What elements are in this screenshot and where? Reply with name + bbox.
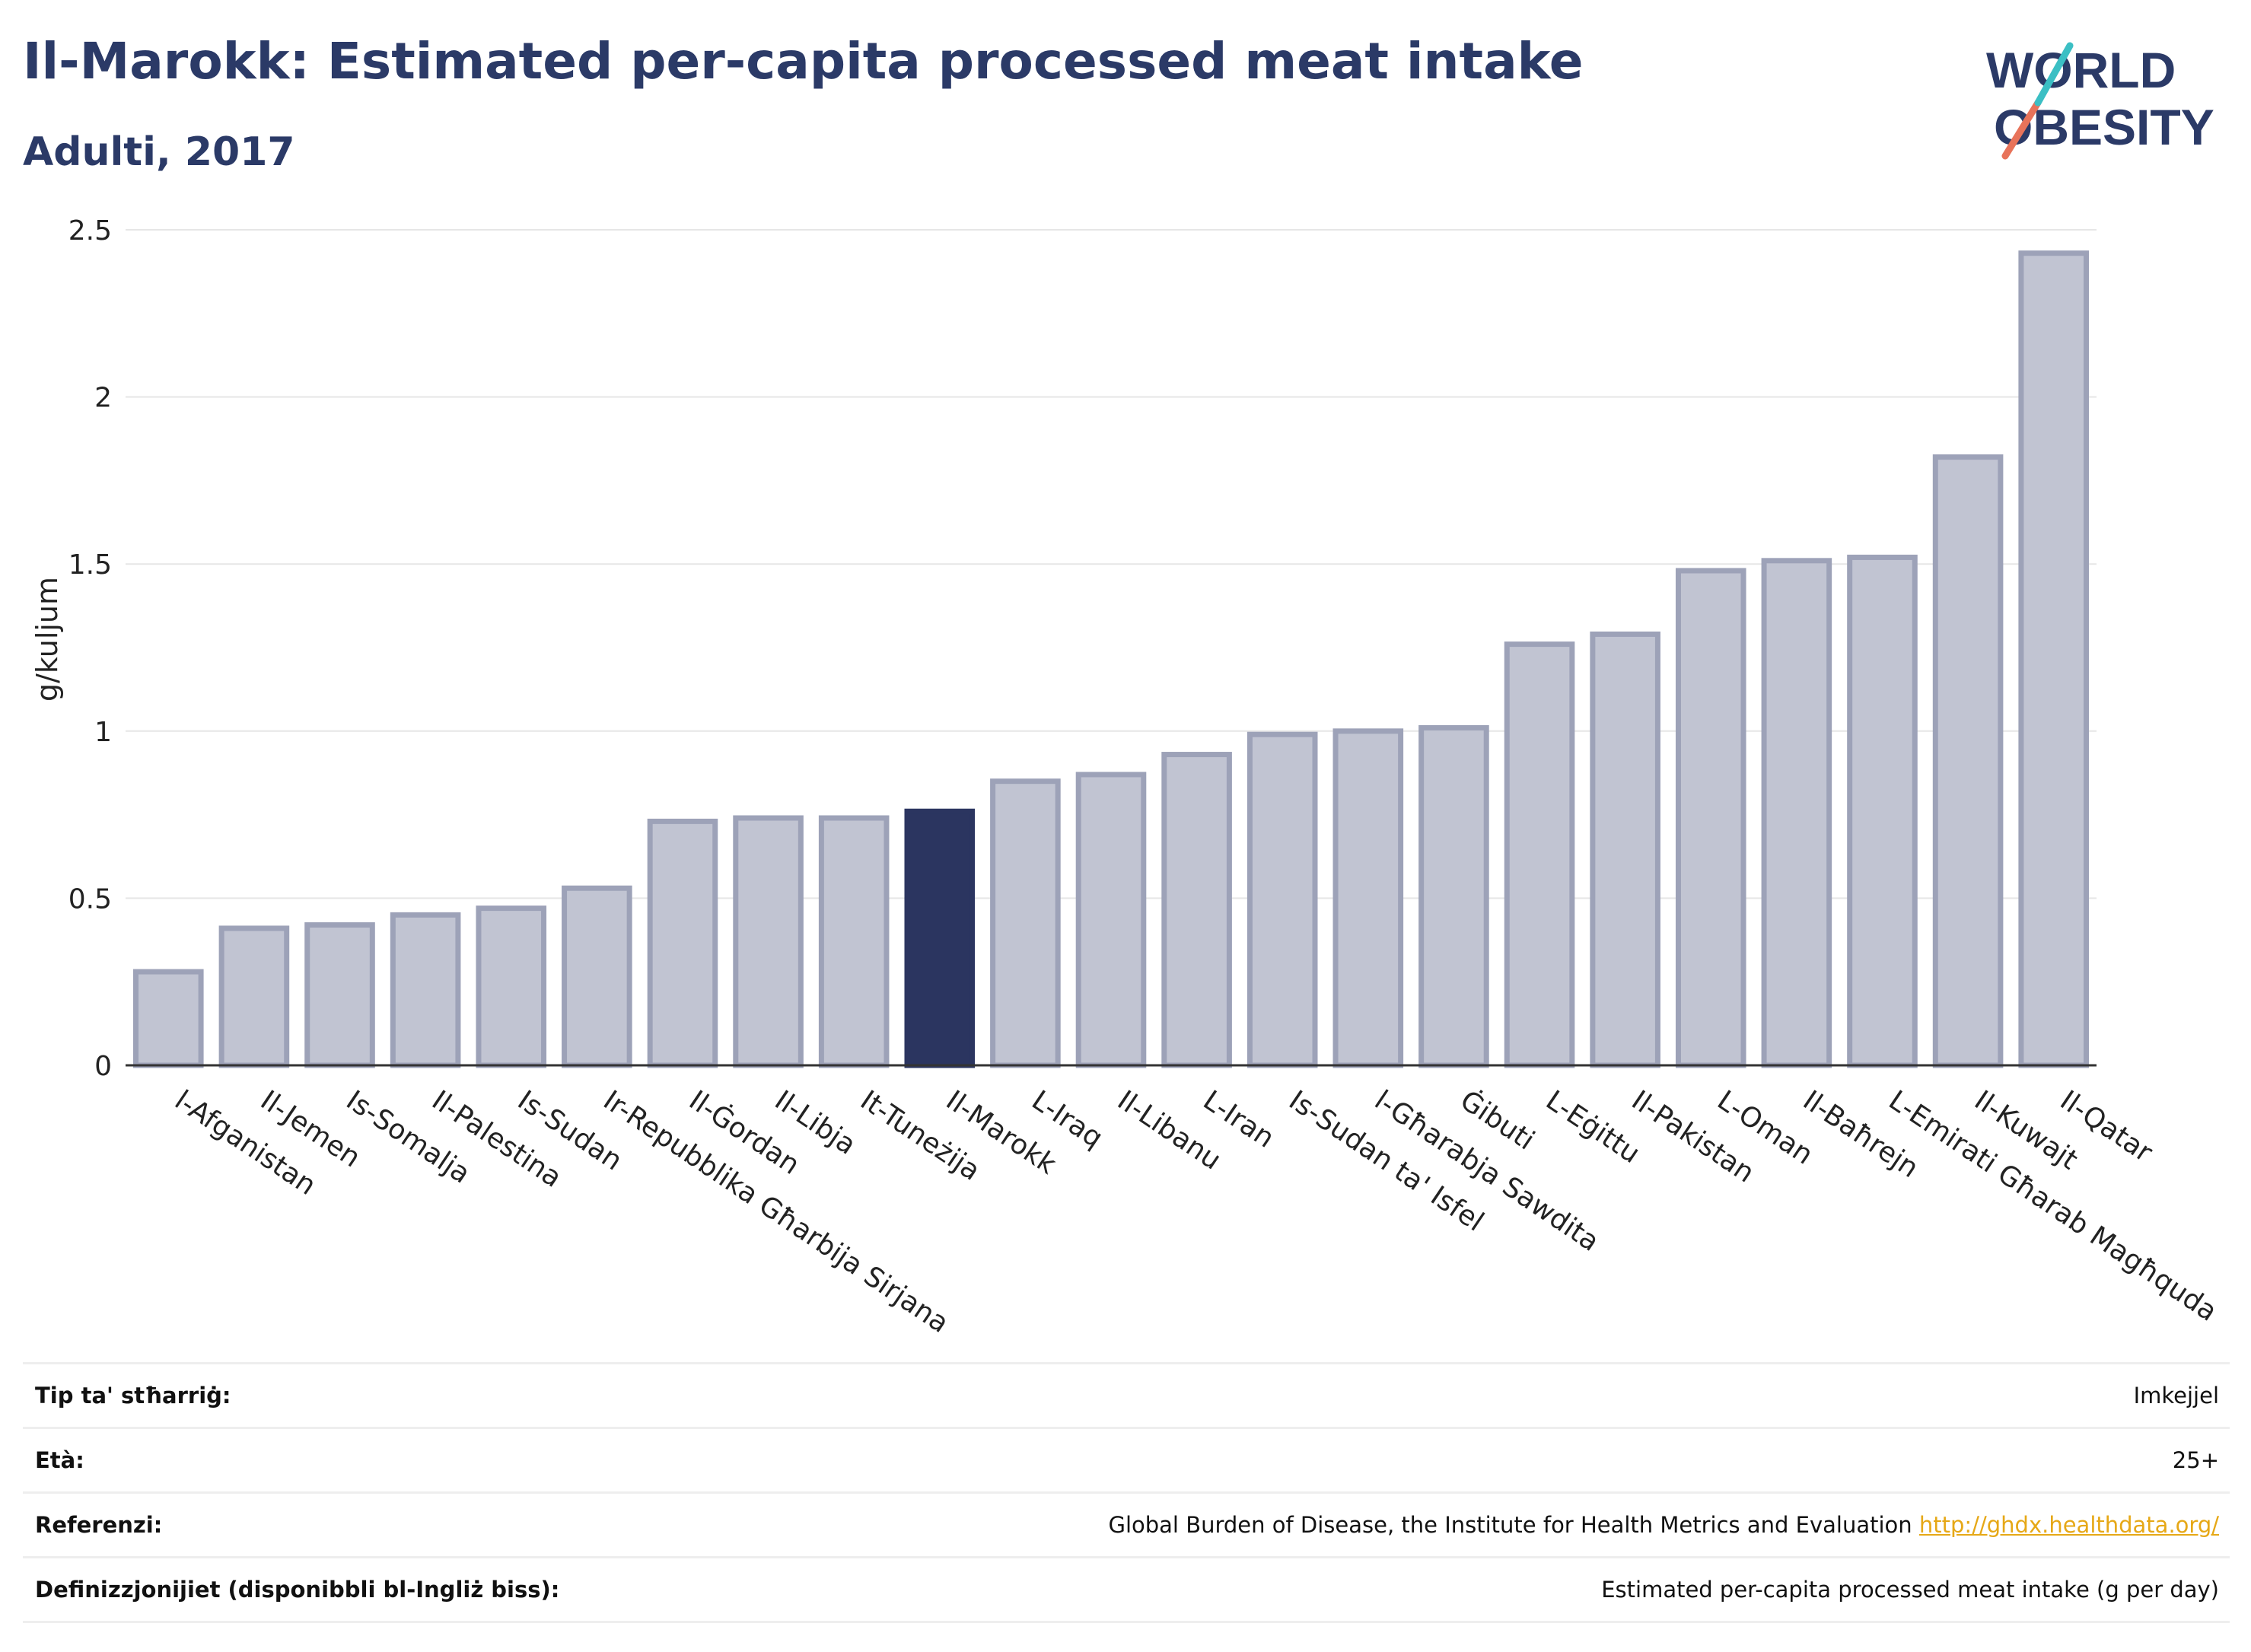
reference-text: Global Burden of Disease, the Institute … [1108,1512,1912,1538]
y-tick-label: 1.5 [68,549,112,581]
bar-0[interactable] [133,969,204,1068]
y-axis-label: g/kuljum [30,577,64,702]
bar-3[interactable] [390,912,461,1068]
bar-4[interactable] [476,906,547,1068]
bar-19[interactable] [1761,558,1832,1068]
chart-title: Il-Marokk: Estimated per-capita processe… [23,32,1584,91]
meta-row-survey-type: Tip ta' stħarriġ: Imkejjel [23,1362,2230,1427]
bar-9[interactable] [904,808,976,1068]
x-tick-label: L-Eġittu [1540,1084,1645,1170]
meta-row-definitions: Definizzjonijiet (disponibbli bl-Ingliż … [23,1556,2230,1623]
meta-value: Imkejjel [2133,1383,2219,1408]
meta-value: Estimated per-capita processed meat inta… [1601,1577,2219,1603]
meta-row-references: Referenzi: Global Burden of Disease, the… [23,1491,2230,1556]
y-tick-label: 0 [94,1051,112,1082]
meta-label: Referenzi: [35,1512,163,1538]
bar-10[interactable] [990,778,1061,1068]
meta-label: Definizzjonijiet (disponibbli bl-Ingliż … [35,1577,560,1603]
y-tick-label: 2 [94,383,112,414]
bar-13[interactable] [1246,731,1318,1068]
bar-chart: 0 0.5 1 1.5 2 2.5 l-AfganistanIl-JemenIs-Soma… [30,215,2222,1339]
bar-21[interactable] [1932,454,2004,1068]
bar-2[interactable] [304,922,375,1068]
bar-22[interactable] [2018,250,2089,1068]
bar-12[interactable] [1161,752,1232,1068]
reference-link[interactable]: http://ghdx.healthdata.org/ [1918,1512,2219,1538]
metadata-table: Tip ta' stħarriġ: Imkejjel Età: 25+ Refe… [23,1362,2230,1623]
bar-5[interactable] [562,885,632,1068]
bar-16[interactable] [1504,641,1575,1068]
bar-14[interactable] [1332,728,1404,1068]
x-tick-label: L-Emirati Għarab Magħquda [1883,1084,2222,1327]
bar-15[interactable] [1418,724,1489,1068]
y-tick-label: 2.5 [68,215,112,247]
chart-subtitle: Adulti, 2017 [23,129,295,175]
world-obesity-logo: WORLD OBESITY [1986,42,2214,160]
y-tick-label: 0.5 [68,883,112,915]
bar-1[interactable] [218,925,290,1068]
logo-line1: WORLD [1986,42,2176,98]
bar-11[interactable] [1075,772,1147,1068]
meta-row-age: Età: 25+ [23,1427,2230,1491]
meta-value: 25+ [2172,1447,2219,1473]
meta-value-references: Global Burden of Disease, the Institute … [1108,1512,2219,1538]
bar-20[interactable] [1847,554,1918,1068]
bar-8[interactable] [818,815,890,1068]
meta-label: Età: [35,1447,84,1473]
bar-6[interactable] [647,818,718,1068]
axis-layer: 0 0.5 1 1.5 2 2.5 [68,215,2097,1082]
labels-layer: l-AfganistanIl-JemenIs-SomaljaIl-Palesti… [169,1084,2222,1339]
bar-18[interactable] [1675,568,1746,1068]
bar-17[interactable] [1590,631,1660,1068]
bar-7[interactable] [733,815,804,1068]
bars-layer [133,250,2089,1068]
meta-label: Tip ta' stħarriġ: [35,1383,231,1408]
y-tick-label: 1 [94,717,112,748]
